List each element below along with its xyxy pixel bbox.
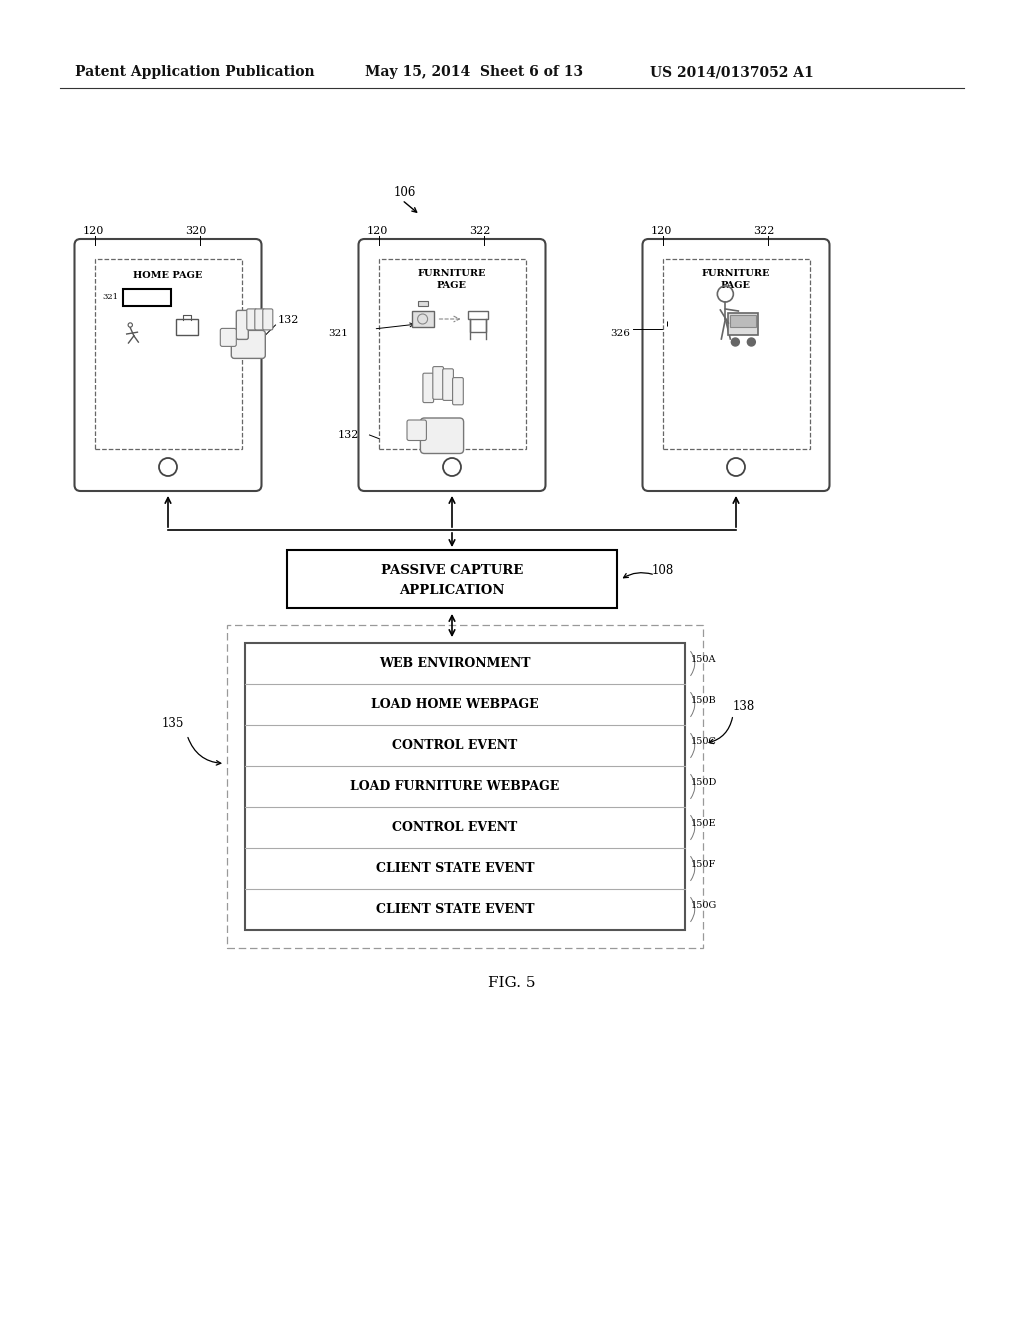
Circle shape — [748, 338, 756, 346]
FancyBboxPatch shape — [237, 310, 248, 339]
Text: 321: 321 — [329, 330, 348, 338]
Bar — [468, 312, 488, 319]
Text: FIG. 5: FIG. 5 — [488, 975, 536, 990]
Text: CLIENT STATE EVENT: CLIENT STATE EVENT — [376, 862, 535, 875]
Text: WEB ENVIRONMENT: WEB ENVIRONMENT — [379, 657, 530, 671]
Bar — [412, 312, 433, 327]
Text: 108: 108 — [652, 564, 674, 577]
Bar — [728, 313, 759, 335]
Bar — [227, 624, 703, 948]
Text: CONTROL EVENT: CONTROL EVENT — [392, 821, 517, 834]
FancyBboxPatch shape — [358, 239, 546, 491]
Text: 150A: 150A — [691, 655, 717, 664]
Text: 106: 106 — [394, 186, 417, 198]
FancyBboxPatch shape — [407, 420, 426, 441]
Bar — [287, 550, 617, 609]
Text: US 2014/0137052 A1: US 2014/0137052 A1 — [650, 65, 814, 79]
FancyBboxPatch shape — [263, 309, 272, 330]
FancyBboxPatch shape — [453, 378, 463, 405]
Text: 120: 120 — [367, 226, 388, 236]
Text: FURNITURE: FURNITURE — [418, 268, 486, 277]
Text: 150D: 150D — [691, 777, 718, 787]
Text: PAGE: PAGE — [721, 281, 751, 289]
Text: HOME PAGE: HOME PAGE — [133, 271, 203, 280]
Bar — [730, 315, 757, 327]
FancyBboxPatch shape — [255, 309, 265, 330]
Bar — [470, 312, 486, 333]
Text: 322: 322 — [469, 226, 490, 236]
FancyBboxPatch shape — [423, 374, 433, 403]
Text: 322: 322 — [754, 226, 775, 236]
Text: 120: 120 — [83, 226, 103, 236]
Text: 150G: 150G — [691, 902, 717, 909]
Text: 132: 132 — [278, 315, 299, 325]
Bar — [379, 259, 525, 449]
Text: 320: 320 — [185, 226, 207, 236]
Text: PAGE: PAGE — [437, 281, 467, 289]
Text: 150B: 150B — [691, 696, 717, 705]
Bar — [123, 289, 171, 306]
Text: FURN: FURN — [132, 293, 162, 301]
FancyBboxPatch shape — [220, 329, 237, 346]
FancyBboxPatch shape — [442, 368, 454, 400]
Text: 150E: 150E — [691, 818, 717, 828]
Text: PASSIVE CAPTURE: PASSIVE CAPTURE — [381, 564, 523, 577]
Circle shape — [731, 338, 739, 346]
Text: LOAD FURNITURE WEBPAGE: LOAD FURNITURE WEBPAGE — [350, 780, 560, 793]
Bar — [94, 259, 242, 449]
Text: 120: 120 — [650, 226, 672, 236]
FancyBboxPatch shape — [75, 239, 261, 491]
FancyBboxPatch shape — [421, 418, 464, 454]
Text: 326: 326 — [610, 330, 631, 338]
FancyBboxPatch shape — [247, 309, 257, 330]
FancyBboxPatch shape — [231, 330, 265, 359]
Text: 150C: 150C — [691, 737, 717, 746]
Text: 150F: 150F — [691, 861, 717, 869]
Text: CONTROL EVENT: CONTROL EVENT — [392, 739, 517, 752]
Text: FURNITURE: FURNITURE — [701, 268, 770, 277]
Text: Patent Application Publication: Patent Application Publication — [75, 65, 314, 79]
Bar — [663, 259, 810, 449]
Bar — [245, 643, 685, 931]
FancyBboxPatch shape — [433, 367, 443, 399]
Text: May 15, 2014  Sheet 6 of 13: May 15, 2014 Sheet 6 of 13 — [365, 65, 583, 79]
Bar — [418, 301, 428, 306]
Text: 138: 138 — [733, 700, 756, 713]
Text: CLIENT STATE EVENT: CLIENT STATE EVENT — [376, 903, 535, 916]
Bar — [176, 319, 198, 335]
Text: LOAD HOME WEBPAGE: LOAD HOME WEBPAGE — [371, 698, 539, 711]
Text: 132: 132 — [338, 430, 359, 440]
Text: 321: 321 — [102, 293, 119, 301]
Text: 135: 135 — [162, 717, 184, 730]
Text: APPLICATION: APPLICATION — [399, 583, 505, 597]
FancyBboxPatch shape — [642, 239, 829, 491]
